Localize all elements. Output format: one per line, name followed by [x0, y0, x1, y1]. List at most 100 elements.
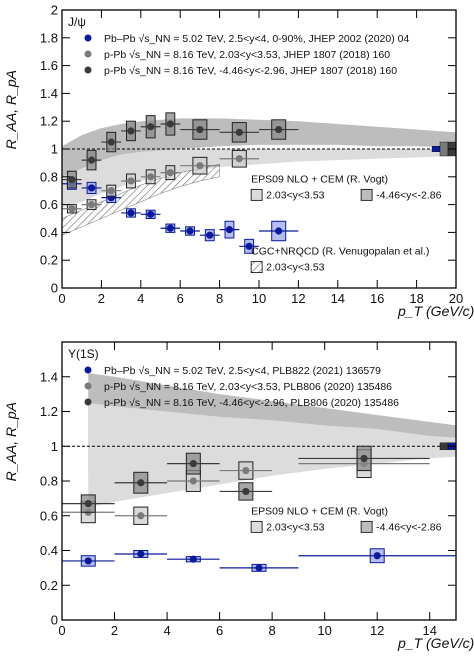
- y-tick-label: 1.2: [40, 404, 58, 419]
- x-tick-label: 8: [269, 623, 276, 638]
- legend-entry: Pb–Pb √s_NN = 5.02 TeV, 2.5<y<4, PLB822 …: [104, 365, 381, 377]
- data-point: [147, 123, 155, 131]
- data-point: [84, 499, 92, 508]
- y-tick-label: 2: [51, 3, 58, 18]
- x-tick-label: 16: [370, 291, 384, 306]
- model-legend-label: 2.03<y<3.53: [266, 262, 325, 274]
- data-point: [147, 210, 155, 218]
- data-point: [275, 125, 283, 134]
- x-tick-label: 0: [58, 291, 65, 306]
- x-tick-label: 14: [331, 291, 345, 306]
- model-legend-title: EPS09 NLO + CEM (R. Vogt): [251, 173, 388, 185]
- y-tick-label: 0: [51, 613, 58, 628]
- series-2: [62, 445, 430, 513]
- model-legend-swatch: [360, 520, 373, 533]
- x-tick-label: 0: [58, 623, 65, 638]
- data-point: [166, 120, 174, 128]
- data-point: [107, 138, 115, 146]
- y-tick-label: 1.2: [40, 114, 58, 129]
- model-legend-label: 2.03<y<3.53: [266, 189, 325, 201]
- data-point: [235, 155, 243, 163]
- plot-area: [62, 373, 456, 572]
- y-tick-label: 0.4: [40, 543, 58, 558]
- data-point: [189, 460, 197, 468]
- data-point: [68, 175, 76, 184]
- series-2: [62, 112, 299, 189]
- y-tick-label: 1.8: [40, 30, 58, 45]
- data-point: [373, 552, 381, 560]
- data-point: [235, 128, 243, 136]
- data-point: [84, 557, 92, 565]
- x-tick-label: 18: [409, 291, 423, 306]
- x-tick-label: 6: [216, 623, 223, 638]
- data-point: [166, 169, 174, 177]
- data-point: [137, 512, 145, 520]
- x-tick-label: 10: [252, 291, 266, 306]
- legend-entry: p-Pb √s_NN = 8.16 TeV, -4.46<y<-2.96, JH…: [104, 65, 397, 77]
- x-tick-label: 8: [216, 291, 223, 306]
- y-tick-label: 0.4: [40, 225, 58, 240]
- x-tick-label: 20: [449, 291, 463, 306]
- model-band-forward: [62, 149, 456, 208]
- series-0: [62, 548, 456, 572]
- data-point: [87, 184, 96, 192]
- data-point: [137, 479, 145, 487]
- data-point: [189, 477, 197, 485]
- model-legend-swatch: [250, 188, 263, 201]
- data-point: [189, 555, 197, 563]
- data-point: [242, 487, 250, 496]
- y-tick-label: 1: [51, 142, 58, 157]
- model-legend-swatch: [360, 188, 373, 201]
- jpsi-panel: 0 2 4 6 8 10 12 14 16 18 20 0 0.2 0.4 0.6 0.8 1 1.2 1.4 1.6…: [3, 3, 474, 320]
- data-point: [242, 466, 250, 475]
- legend-entry: p-Pb √s_NN = 8.16 TeV, -4.46<y<-2.96, PL…: [104, 397, 399, 409]
- data-point: [196, 162, 204, 170]
- y-tick-label: 0.6: [40, 508, 58, 523]
- data-point: [107, 187, 115, 195]
- global-uncertainty-box: [439, 442, 449, 450]
- data-point: [275, 227, 283, 235]
- data-point: [360, 454, 368, 463]
- x-tick-label: 10: [317, 623, 331, 638]
- legend-marker: [84, 34, 92, 42]
- y-tick-label: 0.6: [40, 197, 58, 212]
- y-tick-label: 0.8: [40, 474, 58, 489]
- y-axis-label: R_AA, R_pA: [3, 70, 19, 149]
- legend-entry: p-Pb √s_NN = 8.16 TeV, 2.03<y<3.53, PLB8…: [104, 381, 392, 393]
- model-band-hatched: [62, 163, 220, 236]
- y-tick-label: 1.4: [40, 86, 58, 101]
- plot-area: [62, 112, 456, 254]
- data-point: [225, 226, 234, 234]
- y-tick-label: 0.2: [40, 578, 58, 593]
- y-axis-label: R_AA, R_pA: [3, 402, 19, 481]
- panel-label: J/ψ: [68, 15, 86, 29]
- model-legend-label: -4.46<y<-2.86: [376, 521, 442, 533]
- data-point: [166, 224, 174, 232]
- x-tick-label: 4: [163, 623, 170, 638]
- y-tick-label: 0.2: [40, 253, 58, 268]
- data-point: [255, 564, 263, 572]
- data-point: [127, 127, 135, 135]
- legend-entry: Pb–Pb √s_NN = 5.02 TeV, 2.5<y<4, 0-90%, …: [104, 33, 409, 45]
- data-point: [196, 125, 204, 134]
- global-uncertainty-box: [439, 141, 449, 157]
- x-tick-label: 14: [422, 623, 436, 638]
- x-tick-label: 12: [291, 291, 305, 306]
- upsilon-panel: 0 2 4 6 8 10 12 14 0 0.2 0.4 0.6 0.8 1 1.2 1.4 p_T (GeV/…: [3, 341, 474, 651]
- data-point: [87, 156, 96, 164]
- data-point: [147, 173, 155, 181]
- model-band-backward: [62, 118, 456, 202]
- data-point: [186, 227, 194, 235]
- y-tick-label: 0: [51, 281, 58, 296]
- legend-marker: [84, 50, 92, 58]
- x-axis-label: p_T (GeV/c): [397, 635, 474, 651]
- y-tick-label: 1.4: [40, 369, 58, 384]
- model-legend-swatch: [250, 261, 263, 274]
- data-point: [245, 242, 253, 250]
- legend-marker: [84, 66, 92, 74]
- y-tick-label: 0.8: [40, 169, 58, 184]
- data-point: [87, 201, 96, 209]
- data-point: [127, 177, 135, 185]
- legend-marker: [84, 382, 92, 390]
